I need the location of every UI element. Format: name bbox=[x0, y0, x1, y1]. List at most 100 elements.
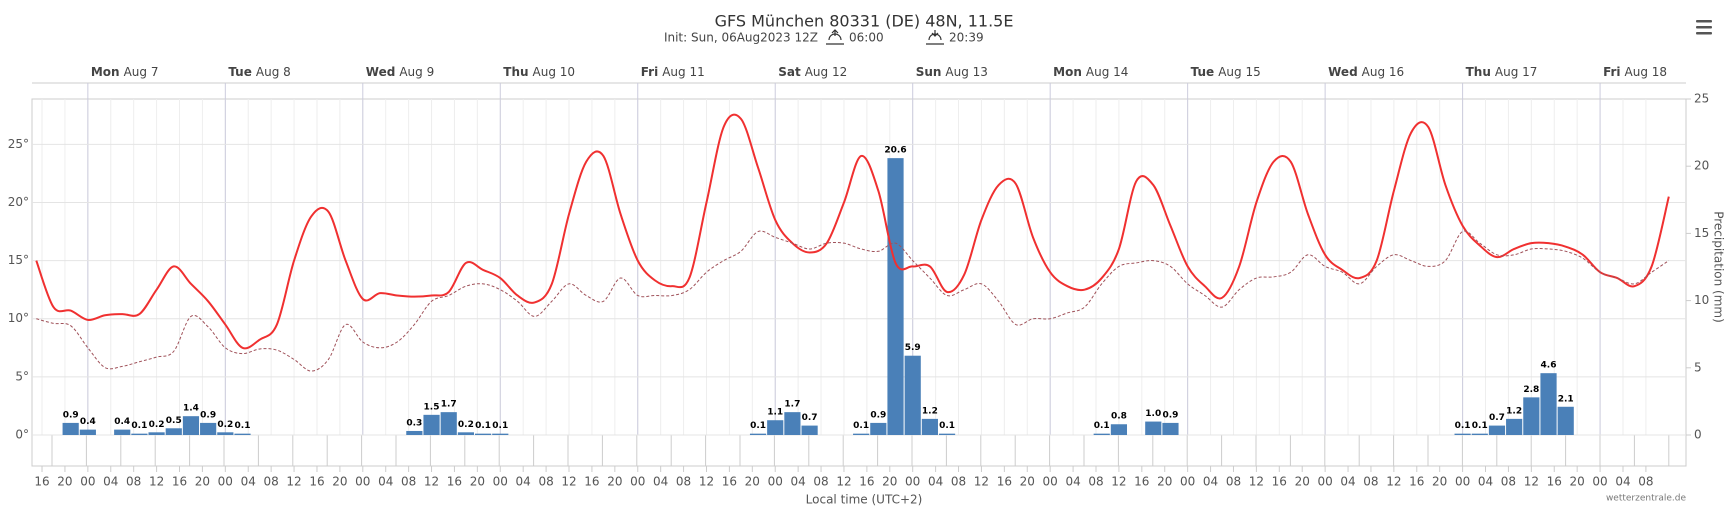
bar-value-label: 1.1 bbox=[767, 408, 783, 418]
x-tick-label: 20 bbox=[57, 475, 72, 489]
bar-value-label: 1.0 bbox=[1145, 409, 1161, 419]
precip-bar bbox=[938, 433, 956, 435]
x-tick-label: 20 bbox=[1295, 475, 1310, 489]
x-tick-label: 08 bbox=[264, 475, 279, 489]
precip-bar bbox=[1540, 373, 1557, 435]
weekday: Tue bbox=[228, 65, 252, 79]
date: Aug 18 bbox=[1625, 65, 1668, 79]
x-tick-label: 16 bbox=[447, 475, 462, 489]
x-tick-label: 12 bbox=[1386, 475, 1401, 489]
precip-bar bbox=[767, 420, 784, 435]
bar-value-label: 0.1 bbox=[939, 421, 955, 431]
bar-value-label: 0.1 bbox=[235, 421, 251, 431]
precip-bar bbox=[131, 433, 148, 435]
x-tick-label: 08 bbox=[1226, 475, 1241, 489]
bar-value-label: 0.1 bbox=[131, 421, 147, 431]
menu-button[interactable] bbox=[1696, 20, 1712, 35]
x-tick-label: 04 bbox=[103, 475, 118, 489]
x-tick-label: 12 bbox=[974, 475, 989, 489]
day-label: Sat Aug 12 bbox=[778, 65, 847, 79]
precip-bar bbox=[217, 432, 234, 435]
bar-value-label: 0.1 bbox=[1455, 421, 1471, 431]
x-tick-label: 04 bbox=[1478, 475, 1493, 489]
bar-value-label: 0.4 bbox=[80, 417, 96, 427]
y2-tick-label: 20 bbox=[1694, 159, 1709, 173]
date: Aug 16 bbox=[1362, 65, 1405, 79]
precip-bar bbox=[423, 414, 440, 435]
weekday: Mon bbox=[1053, 65, 1082, 79]
x-tick-label: 00 bbox=[630, 475, 645, 489]
x-tick-label: 00 bbox=[1592, 475, 1607, 489]
bar-value-label: 1.4 bbox=[183, 404, 199, 414]
x-tick-label: 00 bbox=[1317, 475, 1332, 489]
dewpoint-line bbox=[36, 230, 1670, 372]
bar-value-label: 0.1 bbox=[475, 421, 491, 431]
x-tick-label: 16 bbox=[997, 475, 1012, 489]
weekday: Fri bbox=[1603, 65, 1620, 79]
bar-value-label: 0.2 bbox=[149, 420, 165, 430]
x-tick-label: 20 bbox=[1432, 475, 1447, 489]
x-tick-label: 16 bbox=[859, 475, 874, 489]
precip-bar bbox=[79, 429, 96, 435]
plot-frame bbox=[31, 98, 1687, 467]
date: Aug 8 bbox=[256, 65, 291, 79]
bar-value-label: 0.1 bbox=[750, 421, 766, 431]
y-tick-label: 25° bbox=[8, 137, 29, 151]
precip-bar bbox=[182, 416, 200, 435]
day-label: Thu Aug 17 bbox=[1466, 65, 1538, 79]
day-label: Fri Aug 18 bbox=[1603, 65, 1667, 79]
bar-value-label: 0.3 bbox=[406, 418, 422, 428]
sunrise-time: 06:00 bbox=[849, 31, 884, 45]
x-tick-label: 00 bbox=[1180, 475, 1195, 489]
precip-bar bbox=[1454, 433, 1471, 435]
bar-value-label: 0.7 bbox=[1489, 413, 1505, 423]
bar-value-label: 0.1 bbox=[853, 421, 869, 431]
bar-value-label: 0.1 bbox=[1472, 421, 1488, 431]
x-tick-label: 20 bbox=[1020, 475, 1035, 489]
bar-value-label: 2.1 bbox=[1558, 394, 1574, 404]
date: Aug 13 bbox=[945, 65, 988, 79]
y-tick-label: 10° bbox=[8, 311, 29, 325]
precip-bar bbox=[1506, 418, 1523, 435]
x-tick-label: 12 bbox=[1111, 475, 1126, 489]
x-tick-label: 08 bbox=[1088, 475, 1103, 489]
precip-bar bbox=[1162, 422, 1179, 435]
precip-bar bbox=[1471, 433, 1488, 435]
x-tick-label: 08 bbox=[126, 475, 141, 489]
sunset-time: 20:39 bbox=[949, 31, 984, 45]
date: Aug 12 bbox=[805, 65, 848, 79]
x-tick-label: 16 bbox=[34, 475, 49, 489]
x-tick-label: 04 bbox=[1065, 475, 1080, 489]
y2-tick-label: 10 bbox=[1694, 293, 1709, 307]
bar-value-label: 0.8 bbox=[1111, 412, 1127, 422]
precip-bar bbox=[784, 412, 801, 435]
x-tick-label: 04 bbox=[516, 475, 531, 489]
bar-value-label: 1.7 bbox=[784, 400, 800, 410]
bar-value-label: 0.9 bbox=[63, 410, 79, 420]
date: Aug 14 bbox=[1086, 65, 1129, 79]
x-tick-label: 20 bbox=[882, 475, 897, 489]
sunset-icon bbox=[926, 30, 944, 45]
bar-value-label: 0.5 bbox=[166, 416, 182, 426]
precip-bar bbox=[492, 433, 509, 435]
day-label: Tue Aug 15 bbox=[1191, 65, 1261, 79]
x-tick-label: 00 bbox=[768, 475, 783, 489]
precip-bar bbox=[200, 422, 217, 435]
x-tick-label: 16 bbox=[172, 475, 187, 489]
x-tick-label: 00 bbox=[218, 475, 233, 489]
precip-bar bbox=[474, 433, 492, 435]
date: Aug 15 bbox=[1218, 65, 1261, 79]
x-tick-label: 08 bbox=[1638, 475, 1653, 489]
precip-bar bbox=[870, 422, 887, 435]
bar-value-label: 1.2 bbox=[922, 406, 938, 416]
bar-value-label: 1.7 bbox=[441, 400, 457, 410]
bar-value-label: 0.9 bbox=[870, 410, 886, 420]
precip-bar bbox=[1145, 421, 1162, 435]
day-label: Wed Aug 9 bbox=[366, 65, 434, 79]
precip-bar bbox=[114, 429, 131, 435]
x-tick-label: 04 bbox=[241, 475, 256, 489]
bar-value-label: 2.8 bbox=[1523, 385, 1539, 395]
precip-bar bbox=[1523, 397, 1540, 435]
date: Aug 7 bbox=[124, 65, 159, 79]
